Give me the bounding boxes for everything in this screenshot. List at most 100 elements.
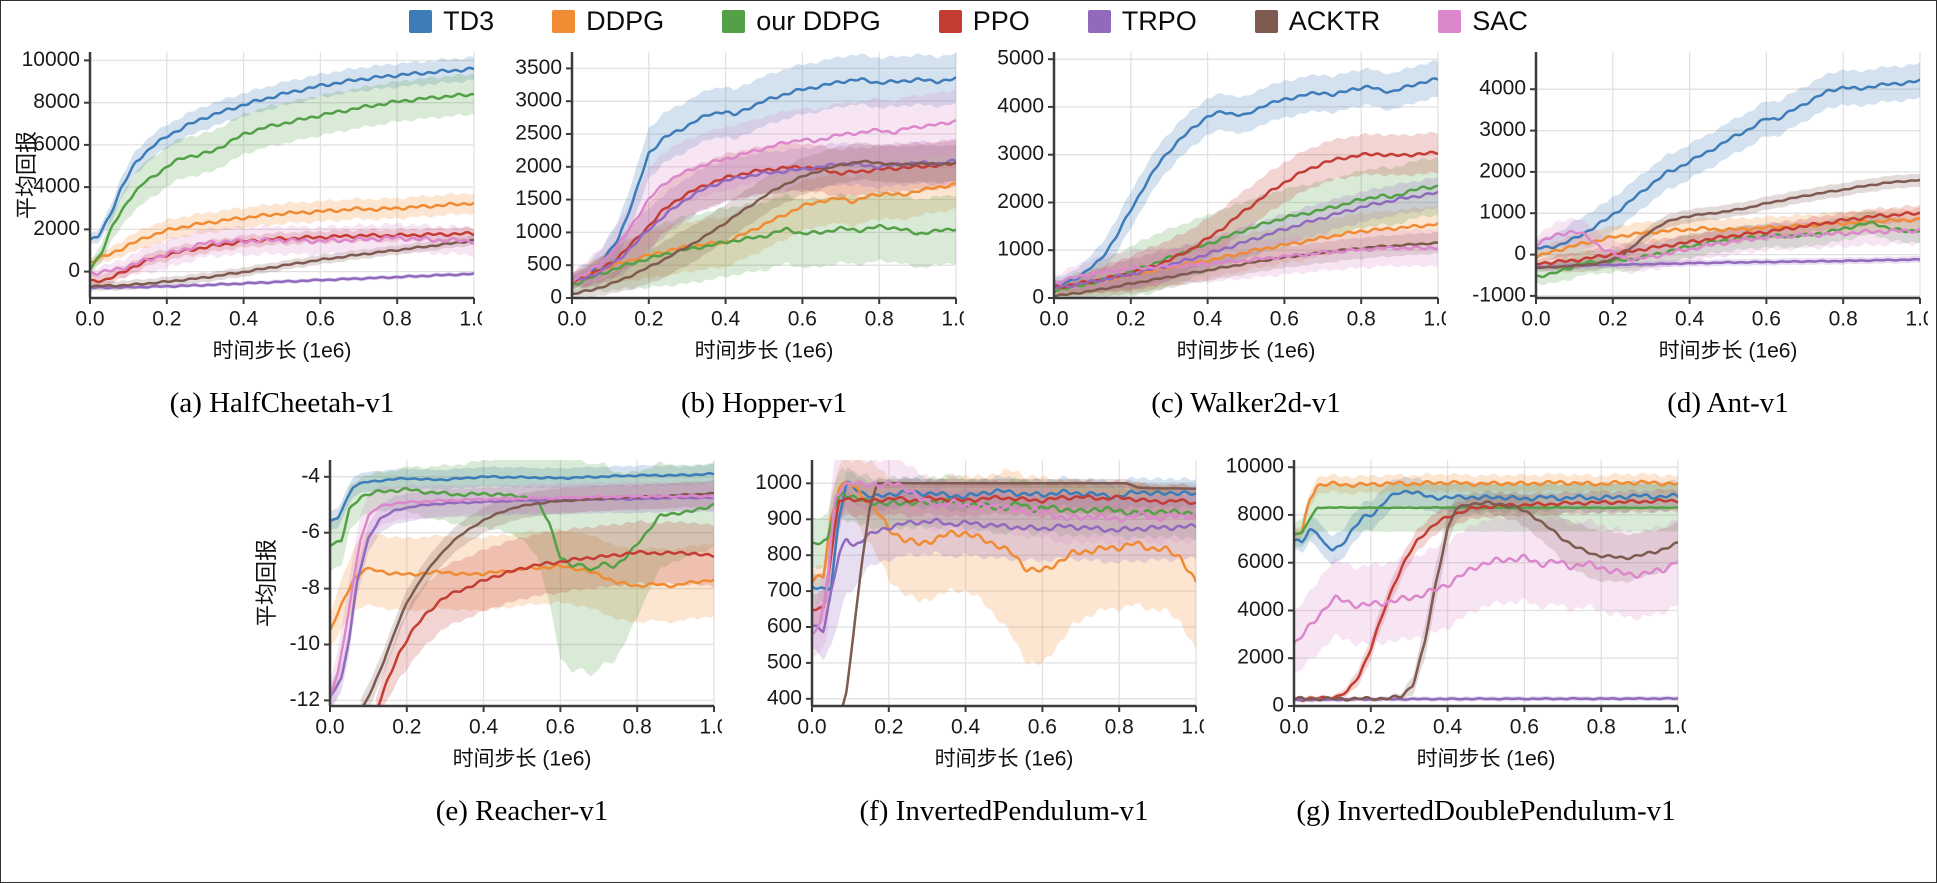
y-tick-label: 6000 (33, 132, 80, 155)
series-line-acktr (1536, 178, 1920, 270)
legend-swatch-ddpg (552, 10, 576, 33)
y-tick-label: 3000 (515, 89, 562, 112)
y-tick-label: 2000 (33, 217, 80, 240)
legend-label: our DDPG (756, 6, 881, 36)
y-axis-label: 平均回报 (14, 131, 39, 219)
series-line-trpo (1536, 257, 1920, 269)
series-band-our-ddpg (1536, 210, 1920, 286)
series-band-sac (330, 481, 714, 706)
x-tick-label: 1.0 (459, 307, 482, 330)
y-tick-label: 10000 (1226, 455, 1284, 478)
y-tick-label: 6000 (1237, 550, 1284, 573)
x-axis-label: 时间步长 (1e6) (935, 747, 1074, 770)
y-tick-label: 1000 (755, 471, 802, 494)
y-tick-label: 900 (767, 507, 802, 530)
x-tick-label: 0.0 (557, 307, 586, 330)
legend-item-td3: TD3 (409, 6, 494, 37)
y-tick-label: 4000 (1237, 598, 1284, 621)
y-tick-label: 0 (1514, 242, 1526, 265)
series-band-our-ddpg (1294, 483, 1678, 548)
series-line-sac (330, 493, 714, 699)
chart-walker2d: 0 1000 2000 3000 4000 5000 0.0 0.2 0.4 0.6 0.8 1.0 时… (974, 42, 1452, 420)
legend-item-our-ddpg: our DDPG (722, 6, 881, 37)
series-band-acktr (360, 480, 714, 706)
y-tick-label: 500 (527, 253, 562, 276)
series-line-ppo (812, 494, 1196, 612)
legend-item-ddpg: DDPG (552, 6, 664, 37)
y-tick-label: 800 (767, 543, 802, 566)
x-axis-label: 时间步长 (1e6) (453, 747, 592, 770)
series-band-sac (812, 460, 1196, 656)
series-band-ddpg (1294, 472, 1678, 540)
x-tick-label: 0.8 (1587, 715, 1616, 738)
chart-halfcheetah: 0 2000 4000 6000 8000 10000 0.0 0.2 0.4 0.6 0.8 1.0… (10, 42, 489, 420)
series-line-ppo (1054, 150, 1438, 289)
legend: TD3 DDPG our DDPG PPO TRPO ACKTR SAC (0, 6, 1937, 37)
legend-label: DDPG (586, 6, 665, 36)
series-band-ppo (1054, 131, 1438, 295)
x-tick-label: 0.8 (1829, 307, 1858, 330)
series-line-ddpg (90, 201, 474, 264)
x-tick-label: 0.4 (1675, 307, 1705, 330)
y-tick-label: -6 (301, 520, 320, 543)
legend-item-ppo: PPO (938, 6, 1030, 37)
chart-ant: -1000 0 1000 2000 3000 4000 0.0 0.2 0.4 0.6 0.8 1.0… (1456, 42, 1935, 420)
series-line-sac (1294, 553, 1678, 645)
x-tick-label: 0.0 (1039, 307, 1068, 330)
series-line-td3 (1536, 78, 1920, 250)
x-tick-label: 0.8 (1105, 715, 1134, 738)
chart-hopper: 0 500 1000 1500 2000 2500 3000 3500 0.0 0.2 0.4 0.6… (492, 42, 971, 420)
series-band-sac (1294, 512, 1678, 675)
axes-spines (566, 52, 957, 304)
series-line-ppo (1294, 498, 1678, 702)
legend-label: TD3 (443, 6, 495, 36)
x-axis-label: 时间步长 (1e6) (1177, 339, 1316, 362)
x-tick-label: 0.2 (874, 715, 903, 738)
gridlines (1535, 52, 1921, 298)
x-tick-label: 0.8 (623, 715, 652, 738)
series-band-ppo (572, 139, 956, 289)
series-line-td3 (330, 472, 714, 523)
series-line-ddpg (1536, 217, 1920, 260)
legend-label: SAC (1472, 6, 1528, 36)
series-line-sac (1054, 245, 1438, 285)
y-tick-label: -4 (301, 464, 320, 487)
chart-canvas-reacher: -12 -10 -8 -6 -4 0.0 0.2 0.4 0.6 0.8 1.0 时间步长 (1e6)… (254, 460, 729, 770)
series-line-ddpg (1294, 479, 1678, 536)
y-tick-label: 4000 (997, 94, 1044, 117)
series-band-our-ddpg (330, 460, 714, 677)
y-tick-label: 3000 (997, 142, 1044, 165)
chart-caption-ant: (d) Ant-v1 (1667, 387, 1789, 419)
x-tick-label: 0.4 (1433, 715, 1463, 738)
x-tick-label: 0.0 (1521, 307, 1550, 330)
series-band-trpo (1536, 255, 1920, 271)
series-line-trpo (1054, 190, 1438, 290)
chart-caption-inverteddoublependulum: (g) InvertedDoublePendulum-v1 (1296, 795, 1676, 827)
x-tick-label: 0.0 (797, 715, 826, 738)
chart-canvas-hopper: 0 500 1000 1500 2000 2500 3000 3500 0.0 0.2 0.4 0.6… (515, 52, 971, 362)
y-tick-label: 3500 (515, 56, 562, 79)
y-tick-label: 4000 (1479, 77, 1526, 100)
y-tick-label: -8 (301, 576, 320, 599)
legend-swatch-sac (1438, 10, 1462, 33)
gridlines (329, 460, 715, 706)
series-band-ppo (812, 479, 1196, 627)
x-tick-label: 0.6 (788, 307, 817, 330)
axes-spines (1048, 52, 1439, 304)
x-tick-label: 1.0 (1423, 307, 1446, 330)
chart-caption-halfcheetah: (a) HalfCheetah-v1 (169, 387, 395, 419)
y-tick-label: 2000 (997, 190, 1044, 213)
series-line-our-ddpg (1294, 505, 1678, 536)
y-tick-label: 10000 (22, 48, 80, 71)
series-line-our-ddpg (572, 223, 956, 286)
series-band-trpo (1054, 176, 1438, 294)
legend-swatch-trpo (1087, 10, 1111, 33)
chart-reacher: -12 -10 -8 -6 -4 0.0 0.2 0.4 0.6 0.8 1.0 时间步长 (1e6)… (250, 450, 729, 828)
x-tick-label: 0.4 (229, 307, 259, 330)
x-tick-label: 0.2 (1598, 307, 1627, 330)
series-band-our-ddpg (572, 191, 956, 296)
x-axis-label: 时间步长 (1e6) (213, 339, 352, 362)
y-tick-label: 2000 (1237, 646, 1284, 669)
x-tick-label: 0.2 (1116, 307, 1145, 330)
x-tick-label: 0.4 (951, 715, 981, 738)
